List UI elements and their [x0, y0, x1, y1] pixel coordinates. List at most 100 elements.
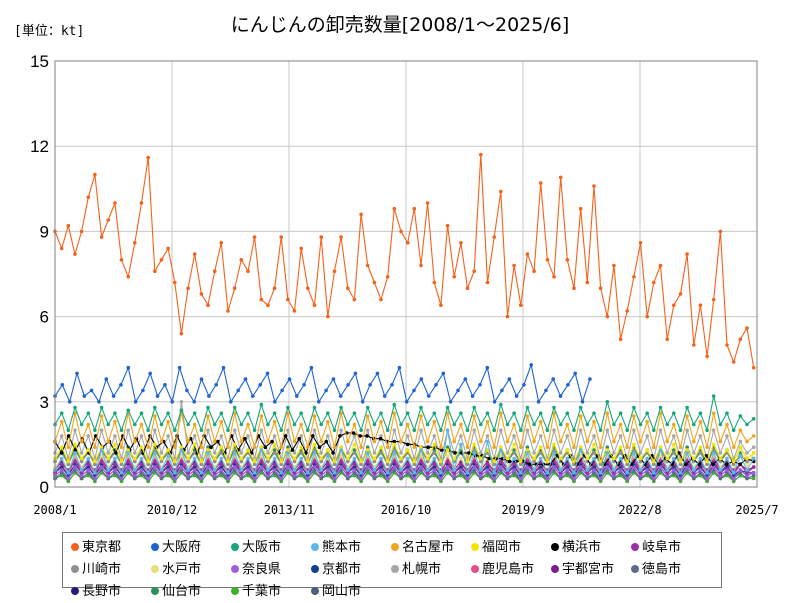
data-point [146, 459, 150, 464]
data-point [558, 451, 563, 455]
data-point [292, 451, 297, 455]
data-point [192, 468, 197, 472]
data-point [113, 411, 117, 416]
data-point [618, 473, 623, 478]
data-point [678, 462, 683, 467]
data-point [79, 473, 84, 478]
data-point [459, 468, 463, 472]
data-point [252, 471, 257, 475]
data-point [272, 411, 277, 416]
data-point [192, 400, 196, 404]
data-point [338, 434, 342, 438]
data-point [672, 451, 676, 455]
data-point [605, 451, 610, 455]
legend-dot-icon [71, 586, 79, 595]
data-point [751, 417, 756, 421]
series-line [54, 466, 754, 480]
data-point [192, 442, 197, 447]
data-point [665, 473, 669, 478]
data-point [239, 468, 244, 472]
data-point [126, 459, 130, 464]
data-point [678, 476, 683, 481]
data-point [292, 459, 297, 464]
x-tick-label: 2013/11 [264, 503, 315, 517]
data-point [226, 445, 230, 450]
data-point [279, 445, 284, 450]
data-point [412, 471, 417, 475]
series-line [54, 432, 754, 466]
data-point [379, 434, 383, 438]
data-point [652, 280, 656, 285]
data-point [153, 459, 157, 464]
data-point [239, 422, 244, 427]
legend-item: 徳島市 [631, 559, 711, 581]
data-point [738, 468, 743, 472]
data-point [166, 246, 170, 251]
data-point [319, 235, 324, 239]
data-point [272, 451, 277, 455]
data-point [399, 471, 403, 475]
data-point [678, 428, 683, 433]
data-point [565, 258, 570, 262]
data-point [632, 448, 636, 452]
data-point [106, 422, 110, 427]
data-point [479, 422, 483, 427]
data-point [173, 428, 177, 433]
data-point [512, 468, 516, 472]
data-point [232, 405, 237, 410]
data-point [519, 459, 523, 464]
legend-dot-icon [391, 542, 399, 551]
data-point [677, 451, 681, 455]
data-point [645, 448, 649, 452]
data-point [365, 459, 370, 464]
data-point [585, 456, 590, 461]
data-point [405, 422, 410, 427]
legend-item: 札幌市 [391, 559, 471, 581]
data-point [66, 479, 71, 484]
data-point [565, 422, 570, 427]
data-point [166, 454, 170, 458]
data-point [306, 479, 310, 484]
data-point [332, 459, 337, 464]
data-point [212, 451, 217, 455]
data-point [339, 405, 343, 410]
data-point [106, 468, 110, 472]
legend-dot-icon [631, 542, 639, 551]
data-point [259, 465, 264, 469]
data-point [352, 442, 357, 447]
legend-item: 水戸市 [151, 559, 231, 581]
data-point [186, 471, 190, 475]
data-point [485, 280, 490, 285]
data-point [432, 473, 437, 478]
data-point [173, 471, 177, 475]
data-point [306, 459, 310, 464]
data-point [439, 445, 443, 450]
data-point [86, 195, 91, 200]
data-point [173, 280, 177, 285]
data-point [592, 451, 596, 455]
data-point [399, 473, 403, 478]
data-point [425, 439, 430, 444]
data-point [672, 422, 676, 427]
data-point [185, 388, 189, 393]
data-point [252, 476, 257, 481]
data-point [745, 459, 749, 464]
data-point [186, 468, 190, 472]
legend-dot-icon [471, 542, 479, 551]
data-point [711, 462, 715, 467]
data-point [159, 476, 164, 481]
data-point [73, 451, 77, 455]
data-point [692, 468, 696, 472]
legend-label: 仙台市 [162, 584, 202, 599]
data-point [249, 451, 254, 455]
data-point [133, 476, 137, 481]
data-point [133, 473, 137, 478]
data-point [405, 468, 410, 472]
data-point [705, 462, 709, 467]
data-point [66, 428, 71, 433]
data-point [219, 456, 224, 461]
data-point [259, 402, 264, 407]
data-point [272, 473, 277, 478]
data-point [705, 354, 709, 359]
grid-layer [54, 60, 758, 488]
